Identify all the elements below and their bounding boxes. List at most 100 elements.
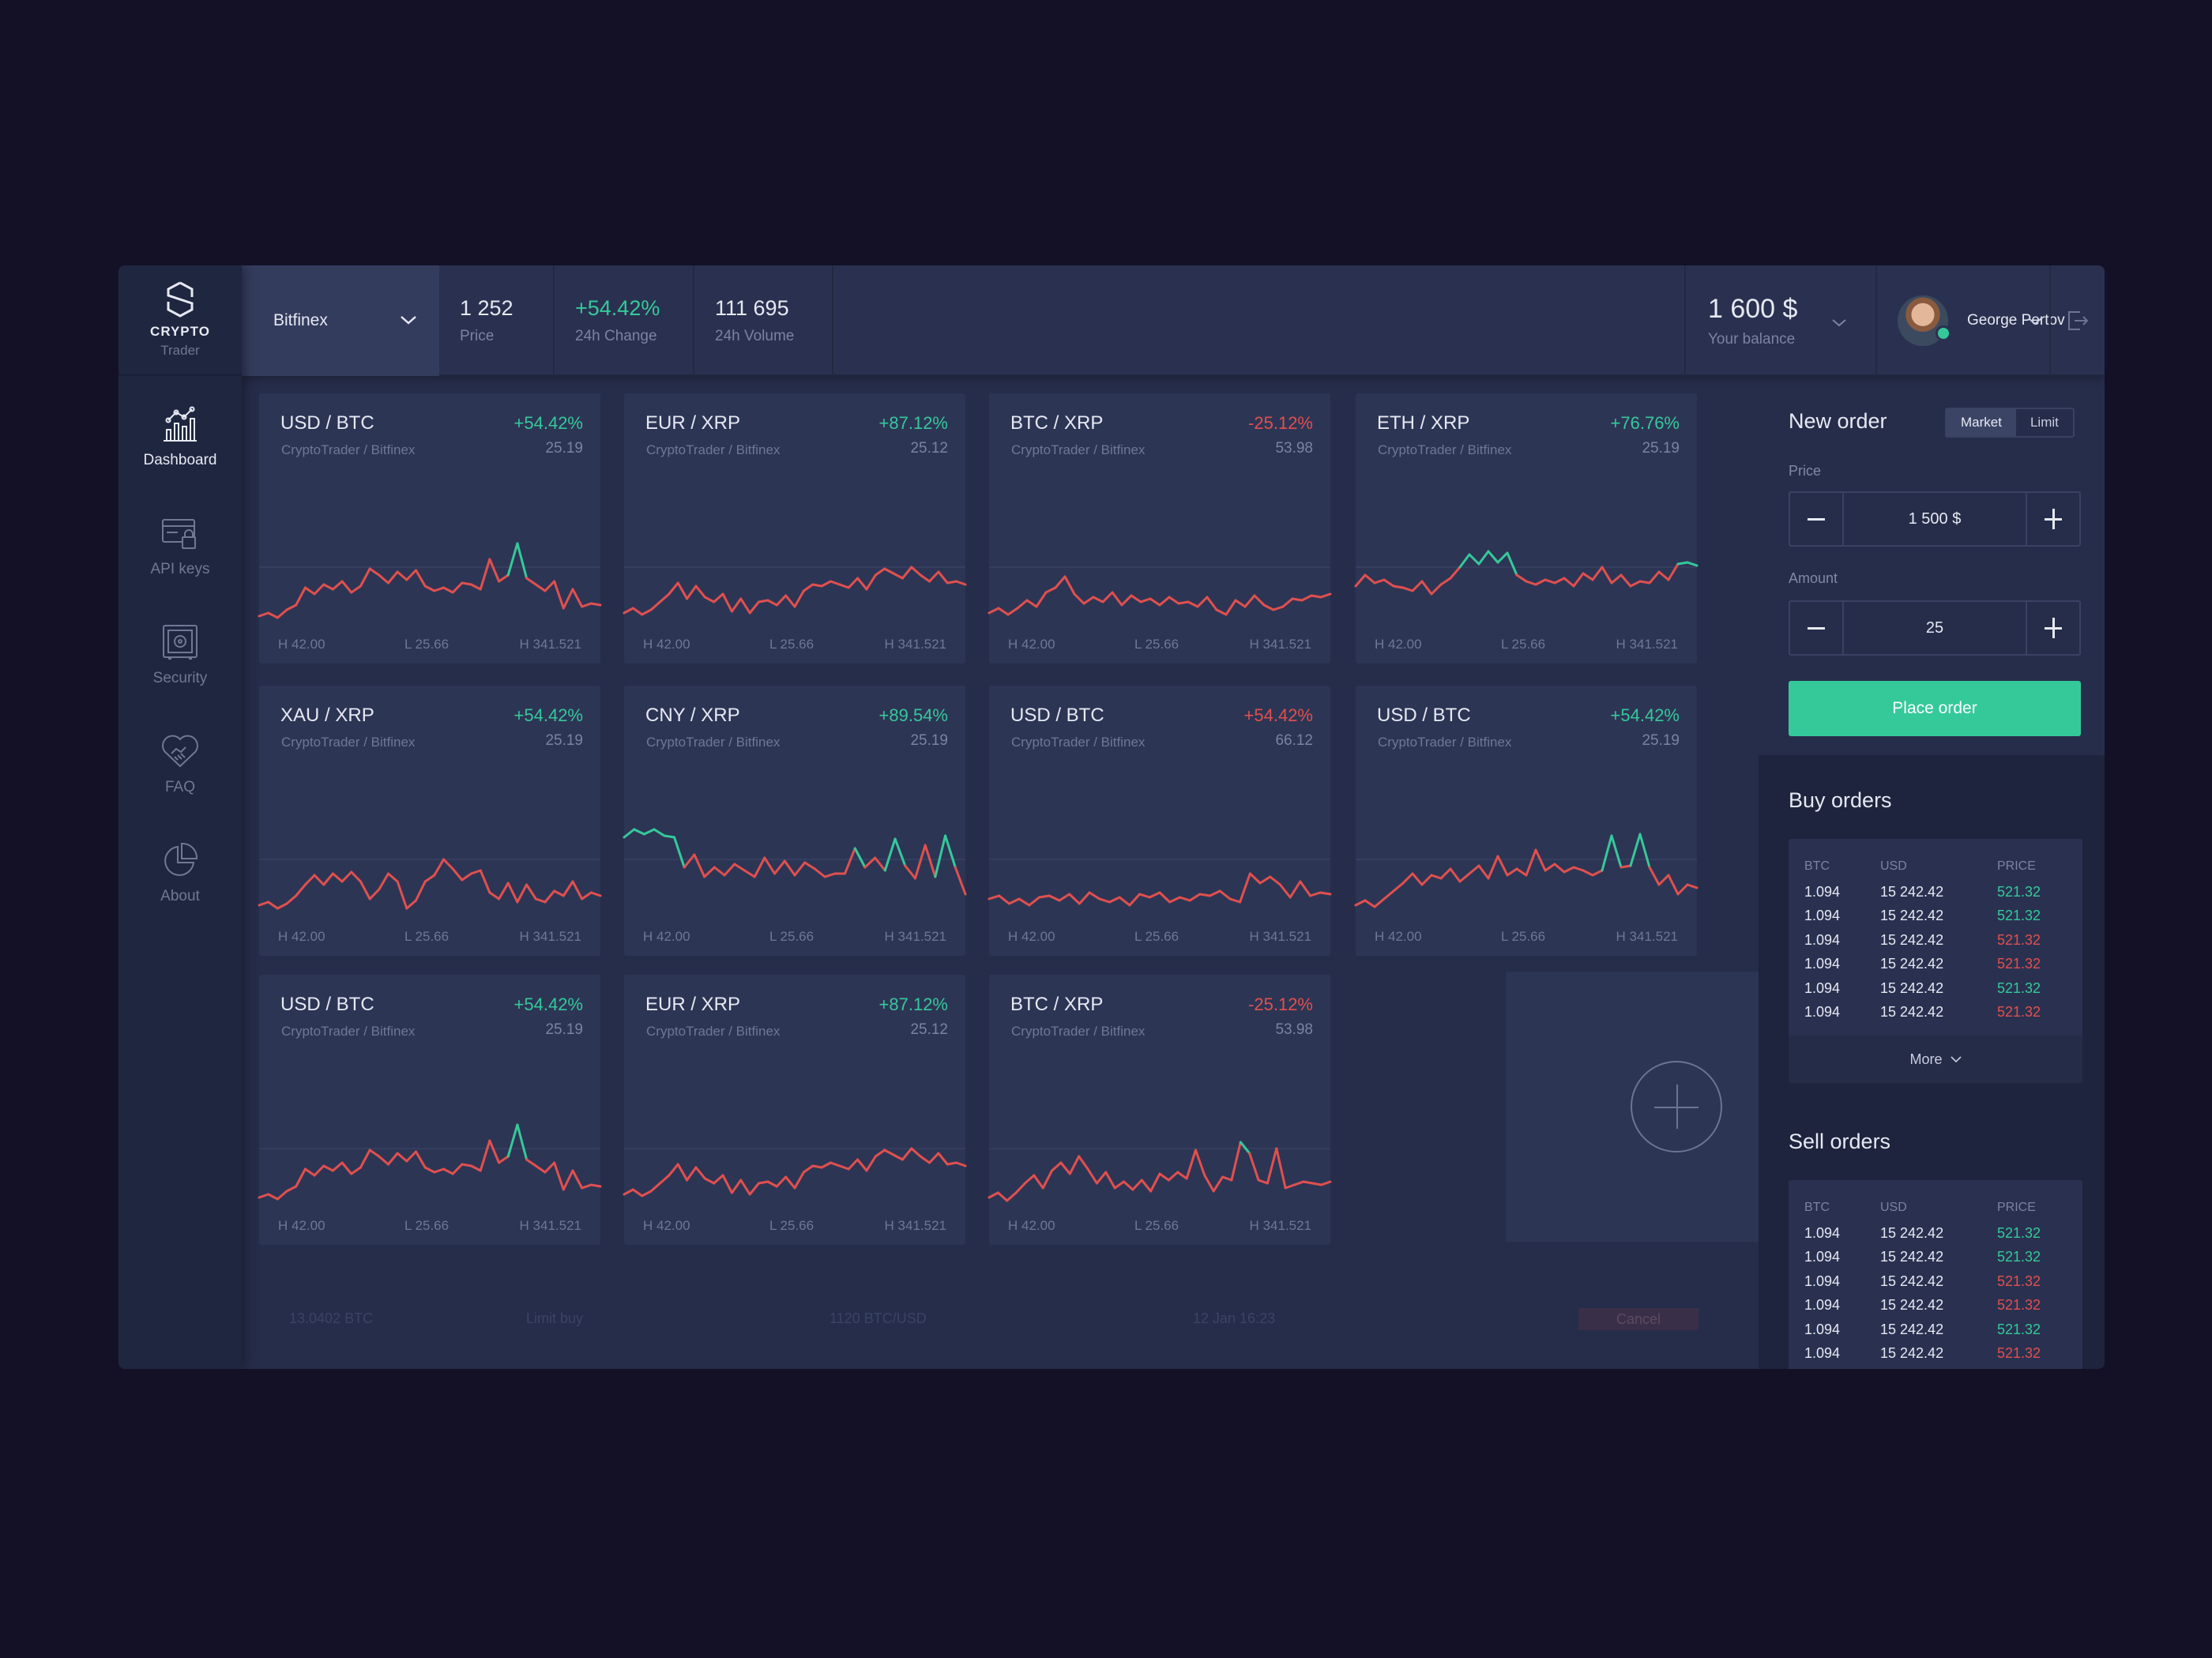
cell-price: 521.32: [1997, 1321, 2041, 1337]
sparkline-segment: [544, 889, 556, 904]
sparkline-segment: [368, 567, 381, 577]
nav-dashboard[interactable]: Dashboard: [118, 404, 242, 469]
sparkline-segment: [703, 1177, 716, 1185]
table-row[interactable]: 1.094 15 242.42 521.32: [1789, 976, 2082, 1001]
ghost-cancel-button[interactable]: Cancel: [1578, 1308, 1698, 1330]
pair-high: H 42.00: [643, 1218, 690, 1233]
sparkline-segment: [331, 580, 344, 591]
nav-faq[interactable]: FAQ: [118, 731, 242, 796]
table-row[interactable]: 1.094 15 242.42 521.32: [1789, 880, 2082, 904]
price-input[interactable]: 1 500 $: [1908, 510, 1962, 528]
table-row[interactable]: 1.094 15 242.42 521.32: [1789, 1001, 2082, 1025]
nav-security[interactable]: Security: [118, 622, 242, 687]
sparkline-segment: [405, 899, 417, 910]
stat-change-value: +54.42%: [575, 296, 660, 320]
sparkline-chart: [623, 828, 967, 896]
exchange-select[interactable]: Bitfinex: [242, 265, 439, 376]
amount-increase-button[interactable]: [2026, 602, 2079, 654]
place-order-button[interactable]: Place order: [1789, 681, 2081, 736]
col-btc: BTC: [1804, 1201, 1830, 1214]
market-card[interactable]: BTC / XRP CryptoTrader / Bitfinex -25.12…: [988, 393, 1332, 664]
market-card[interactable]: ETH / XRP CryptoTrader / Bitfinex +76.76…: [1354, 393, 1698, 664]
cell-usd: 15 242.42: [1880, 1321, 1944, 1337]
sparkline-segment: [883, 1149, 895, 1156]
table-row[interactable]: 1.094 15 242.42 521.32: [1789, 1269, 2082, 1294]
sparkline-segment: [295, 1167, 307, 1188]
sparkline-segment: [802, 583, 814, 592]
price-increase-button[interactable]: [2026, 493, 2079, 545]
market-card[interactable]: EUR / XRP CryptoTrader / Bitfinex +87.12…: [623, 975, 967, 1245]
nav-about[interactable]: About: [118, 840, 242, 905]
sparkline-segment: [1044, 586, 1057, 594]
sparkline-chart: [988, 566, 1332, 616]
pair-high-2: H 341.521: [1249, 929, 1311, 944]
market-card[interactable]: USD / BTC CryptoTrader / Bitfinex +54.42…: [1354, 686, 1698, 956]
market-card[interactable]: USD / BTC CryptoTrader / Bitfinex +54.42…: [258, 393, 602, 664]
amount-decrease-button[interactable]: [1790, 602, 1844, 654]
table-row[interactable]: 1.094 15 242.42 521.32: [1789, 1342, 2082, 1367]
sparkline-segment: [544, 580, 556, 592]
table-row[interactable]: 1.094 15 242.42 521.32: [1789, 1318, 2082, 1342]
sparkline-segment: [1620, 864, 1632, 869]
sparkline-segment: [1544, 863, 1556, 872]
table-row[interactable]: 1.094 15 242.42 521.32: [1789, 1246, 2082, 1270]
sparkline-segment: [758, 1180, 769, 1185]
market-card[interactable]: EUR / XRP CryptoTrader / Bitfinex +87.12…: [623, 393, 967, 664]
sparkline-segment: [1319, 891, 1332, 896]
market-card[interactable]: CNY / XRP CryptoTrader / Bitfinex +89.54…: [623, 686, 967, 956]
col-btc: BTC: [1804, 859, 1830, 873]
col-usd: USD: [1880, 859, 1907, 873]
user-menu[interactable]: George Pertov: [1877, 265, 2065, 376]
price-decrease-button[interactable]: [1790, 493, 1844, 545]
brand-logo[interactable]: CRYPTO Trader: [118, 265, 242, 376]
sparkline-segment: [1657, 570, 1670, 581]
table-row[interactable]: 1.094 15 242.42 521.32: [1789, 1221, 2082, 1246]
sparkline-segment: [303, 874, 316, 886]
sparkline-segment: [1667, 874, 1680, 896]
sparkline-segment: [1128, 893, 1142, 907]
more-button[interactable]: More: [1789, 1036, 2082, 1083]
sparkline-segment: [1215, 608, 1228, 616]
sparkline-segment: [378, 573, 389, 585]
pair-low: L 25.66: [1501, 637, 1546, 652]
sparkline-segment: [1591, 566, 1604, 581]
table-row[interactable]: 1.094 15 242.42 521.32: [1789, 904, 2082, 929]
sparkline-segment: [803, 861, 816, 870]
market-card[interactable]: USD / BTC CryptoTrader / Bitfinex +54.42…: [258, 975, 602, 1245]
market-grid: USD / BTC CryptoTrader / Bitfinex +54.42…: [242, 376, 1847, 1369]
table-row[interactable]: 1.094 15 242.42 521.32: [1789, 928, 2082, 953]
sparkline-segment: [1572, 572, 1585, 588]
nav-api-keys[interactable]: API keys: [118, 513, 242, 578]
mode-limit-button[interactable]: Limit: [2030, 415, 2059, 430]
mode-market-button[interactable]: Market: [1947, 409, 2016, 436]
table-row[interactable]: 1.094 15 242.42 521.32: [1789, 1294, 2082, 1318]
table-row[interactable]: 1.094 15 242.42 521.32: [1789, 953, 2082, 977]
sparkline-segment: [713, 1174, 724, 1185]
sparkline-segment: [955, 1161, 967, 1167]
amount-input[interactable]: 25: [1925, 619, 1944, 637]
sparkline-segment: [1248, 872, 1262, 885]
market-card[interactable]: BTC / XRP CryptoTrader / Bitfinex -25.12…: [988, 975, 1332, 1245]
sparkline-segment: [944, 834, 957, 869]
sparkline-segment: [641, 1190, 653, 1197]
sparkline-segment: [1086, 1167, 1098, 1185]
avatar: [1898, 295, 1951, 346]
pair-high: H 42.00: [643, 929, 690, 944]
market-card[interactable]: XAU / XRP CryptoTrader / Bitfinex +54.42…: [258, 686, 602, 956]
sparkline-segment: [713, 866, 726, 877]
pair-low: L 25.66: [1501, 929, 1546, 944]
plus-icon[interactable]: [1631, 1061, 1722, 1152]
market-card[interactable]: USD / BTC CryptoTrader / Bitfinex +54.42…: [988, 686, 1332, 956]
sparkline-segment: [1364, 899, 1376, 908]
price-stepper: 1 500 $: [1789, 491, 2081, 547]
sparkline-segment: [1299, 880, 1312, 897]
sparkline-segment: [350, 585, 362, 594]
sparkline-segment: [1534, 578, 1547, 586]
chevron-down-icon: [2028, 318, 2042, 325]
logout-button[interactable]: [2049, 265, 2105, 376]
sparkline-segment: [1506, 551, 1518, 577]
balance-dropdown[interactable]: 1 600 $ Your balance: [1684, 265, 1877, 376]
sparkline-segment: [498, 573, 510, 583]
balance-label: Your balance: [1708, 330, 1796, 348]
sparkline-segment: [713, 592, 724, 603]
